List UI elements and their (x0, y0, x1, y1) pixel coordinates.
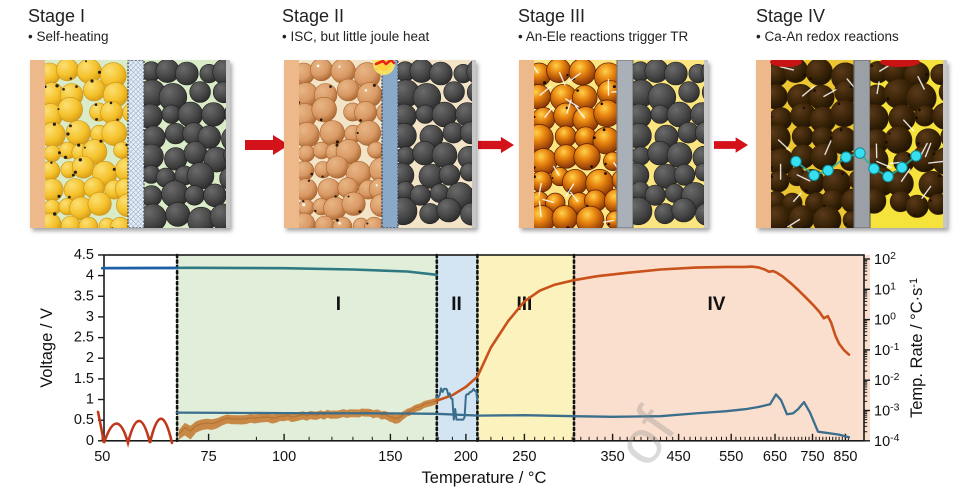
svg-text:50: 50 (94, 449, 110, 465)
svg-text:10-2: 10-2 (874, 371, 900, 389)
svg-text:Temp. Rate / °C·s-1: Temp. Rate / °C·s-1 (908, 278, 926, 418)
svg-text:750: 750 (800, 449, 824, 465)
svg-text:850: 850 (833, 449, 857, 465)
svg-text:II: II (451, 294, 462, 315)
svg-text:101: 101 (874, 280, 896, 298)
svg-text:0.5: 0.5 (74, 412, 94, 428)
svg-text:4: 4 (86, 268, 94, 284)
svg-text:200: 200 (454, 449, 478, 465)
svg-text:Temperature / °C: Temperature / °C (422, 469, 547, 487)
svg-text:75: 75 (201, 449, 217, 465)
svg-text:1.5: 1.5 (74, 371, 94, 387)
svg-text:150: 150 (378, 449, 402, 465)
svg-text:550: 550 (719, 449, 743, 465)
svg-text:0: 0 (86, 433, 94, 449)
svg-text:I: I (336, 294, 341, 315)
svg-text:650: 650 (763, 449, 787, 465)
svg-text:Voltage / V: Voltage / V (38, 308, 56, 388)
svg-text:250: 250 (512, 449, 536, 465)
svg-text:2: 2 (86, 350, 94, 366)
svg-text:2.5: 2.5 (74, 330, 94, 346)
svg-text:10-3: 10-3 (874, 402, 900, 420)
svg-text:3: 3 (86, 309, 94, 325)
svg-text:100: 100 (874, 311, 896, 329)
svg-text:1: 1 (86, 392, 94, 408)
svg-text:IV: IV (708, 294, 726, 315)
svg-text:102: 102 (874, 250, 896, 268)
svg-text:4.5: 4.5 (74, 247, 94, 263)
svg-text:10-1: 10-1 (874, 341, 900, 359)
svg-text:10-4: 10-4 (874, 432, 900, 450)
svg-text:3.5: 3.5 (74, 288, 94, 304)
svg-text:100: 100 (272, 449, 296, 465)
